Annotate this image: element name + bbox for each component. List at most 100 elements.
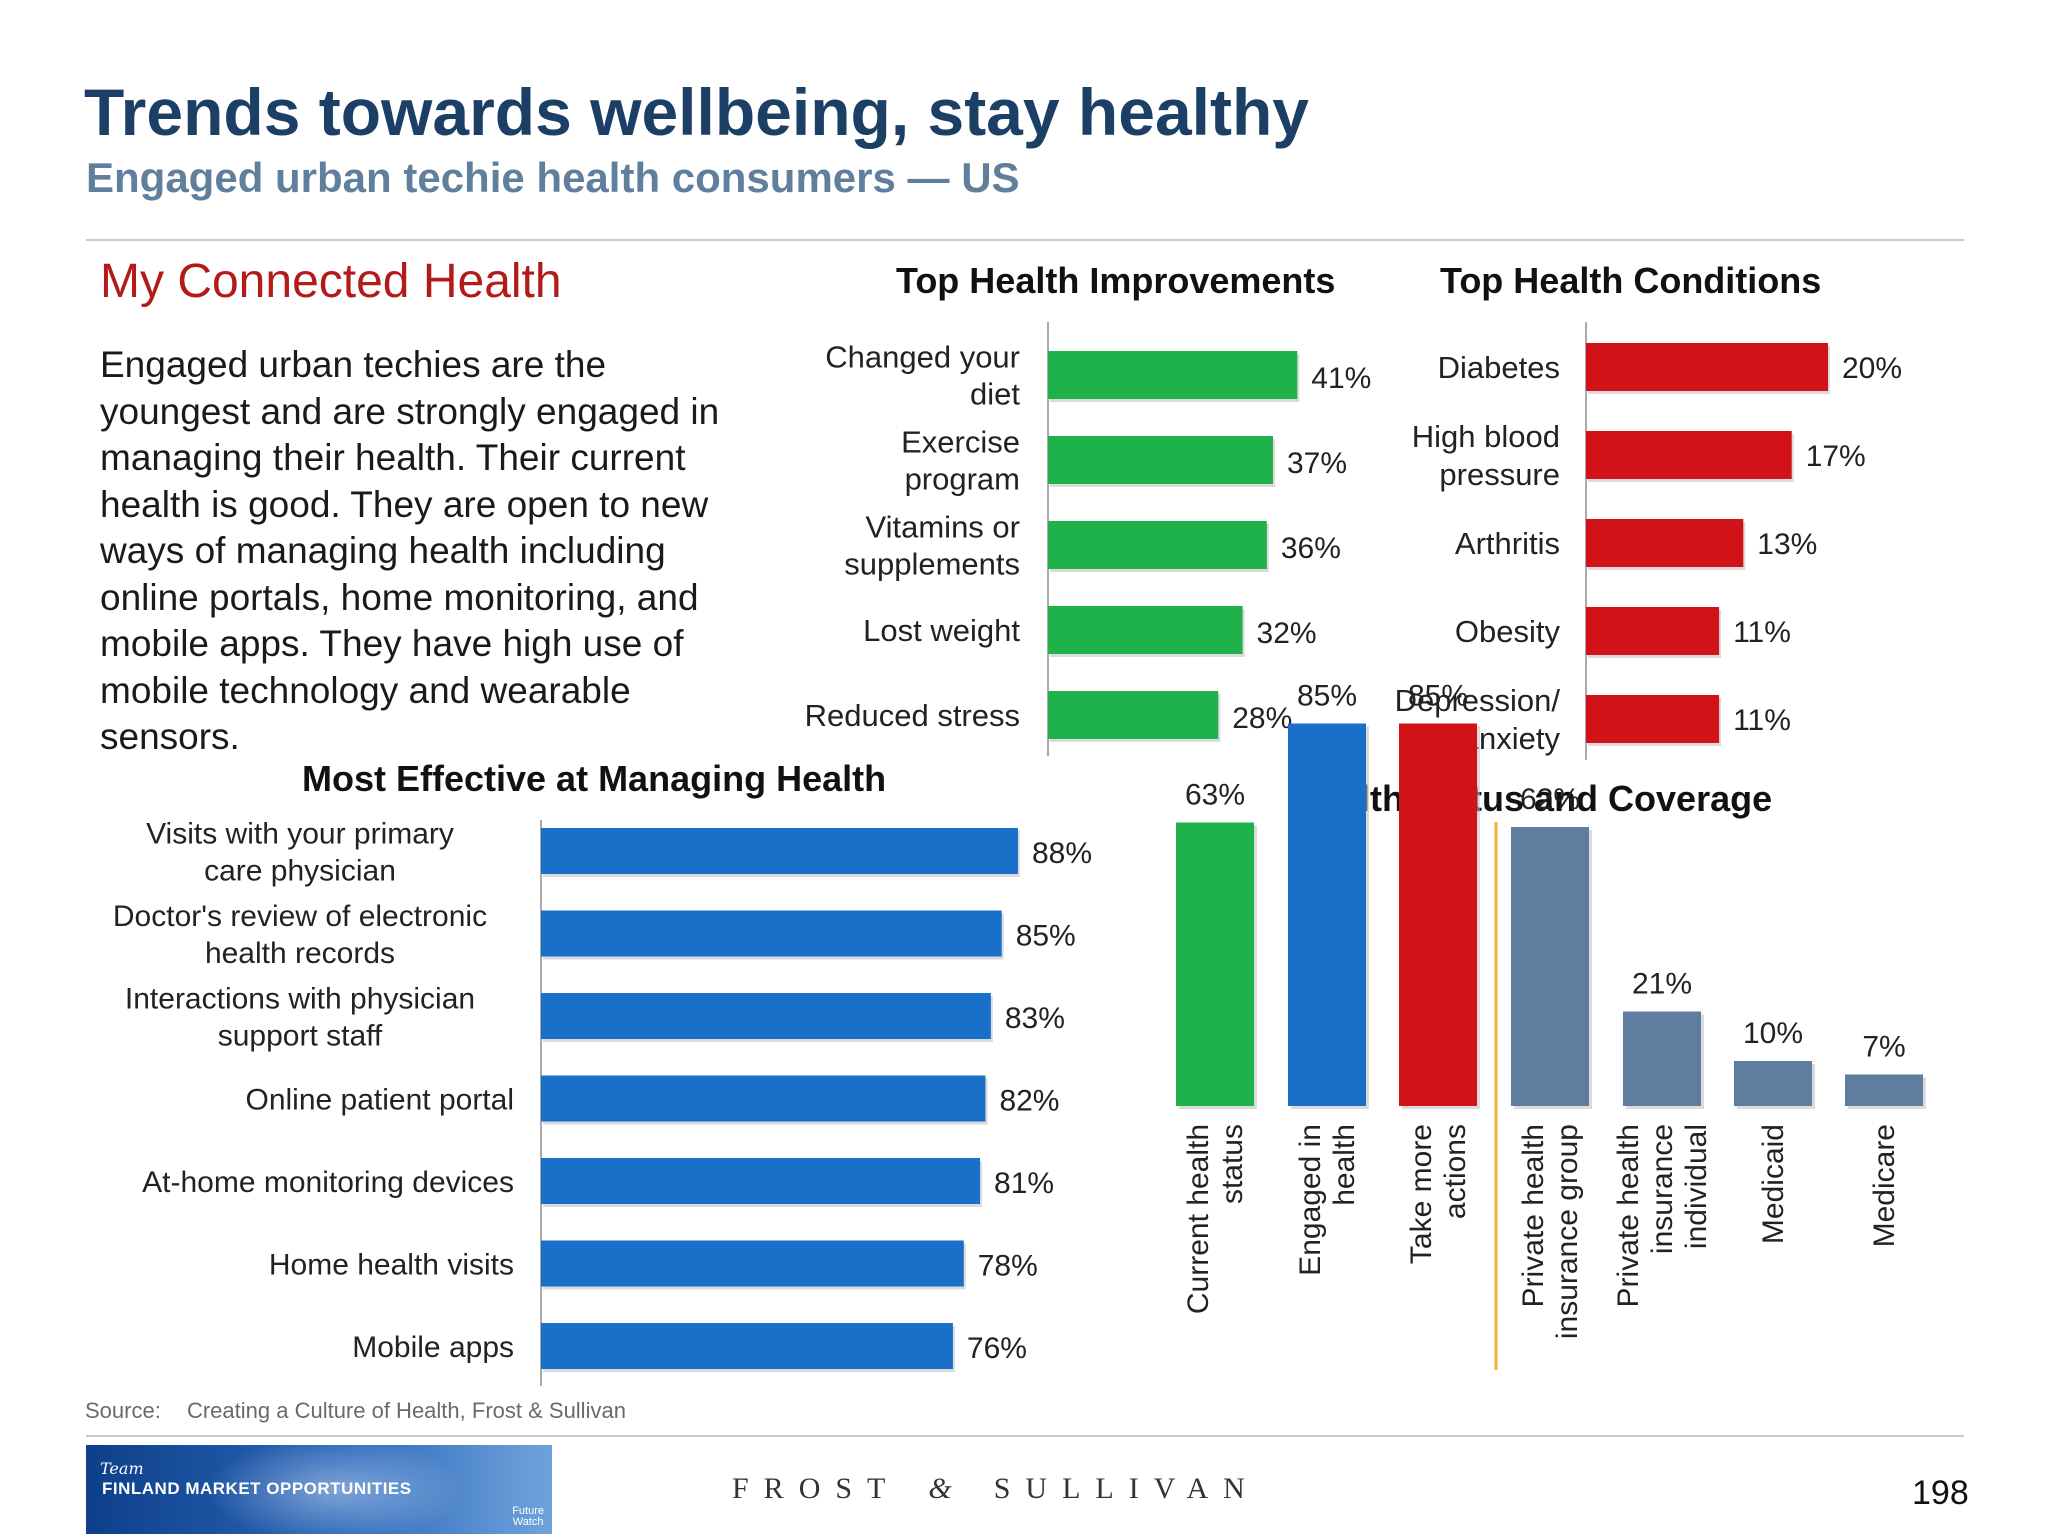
effective-bar bbox=[541, 910, 1002, 957]
condition-value-label: 13% bbox=[1757, 528, 1817, 561]
improvement-category-label: program bbox=[905, 462, 1020, 497]
finland-market-opportunities-logo: Team FINLAND MARKET OPPORTUNITIES Future… bbox=[86, 1445, 552, 1534]
improvement-category-label: Exercise bbox=[901, 425, 1020, 460]
improvement-value-label: 36% bbox=[1281, 532, 1341, 565]
effective-bar bbox=[541, 1158, 981, 1204]
effective-category-label: care physician bbox=[204, 855, 396, 888]
effective-chart-title: Most Effective at Managing Health bbox=[302, 758, 887, 799]
slide-title: Trends towards wellbeing, stay healthy bbox=[84, 75, 1309, 149]
brand-word-frost: FROST bbox=[732, 1472, 901, 1505]
effective-category-label: Interactions with physician bbox=[125, 983, 475, 1016]
frost-sullivan-wordmark: FROST & SULLIVAN bbox=[732, 1472, 1260, 1506]
world-map-graphic bbox=[206, 1445, 466, 1534]
effective-category-label: Home health visits bbox=[269, 1249, 514, 1282]
status-value-label: 10% bbox=[1743, 1017, 1803, 1050]
brand-word-sullivan: SULLIVAN bbox=[993, 1472, 1260, 1505]
status-value-label: 85% bbox=[1297, 680, 1357, 713]
effective-value-label: 88% bbox=[1032, 837, 1092, 870]
status-bar bbox=[1623, 1011, 1701, 1106]
effective-category-label: health records bbox=[205, 937, 395, 970]
source-text: Creating a Culture of Health, Frost & Su… bbox=[186, 1398, 626, 1423]
status-category-label: Private health bbox=[1612, 1124, 1645, 1307]
logo-tagline-line2: Watch bbox=[512, 1516, 544, 1528]
improvement-value-label: 37% bbox=[1287, 447, 1347, 480]
improvement-category-label: Vitamins or bbox=[866, 510, 1021, 545]
source-label: Source: bbox=[85, 1398, 161, 1423]
status-category-label: insurance group bbox=[1551, 1124, 1584, 1339]
status-category-label: individual bbox=[1680, 1124, 1713, 1249]
footer-divider bbox=[86, 1435, 1964, 1437]
improvements-chart-title: Top Health Improvements bbox=[896, 260, 1336, 301]
logo-tagline-line1: Future bbox=[512, 1505, 544, 1517]
improvement-value-label: 28% bbox=[1232, 702, 1292, 735]
improvement-category-label: supplements bbox=[844, 547, 1020, 582]
improvement-category-label: diet bbox=[970, 377, 1020, 412]
status-chart-title: Health Status and Coverage bbox=[1294, 778, 1773, 819]
condition-bar bbox=[1586, 431, 1792, 479]
logo-team-text: Team bbox=[100, 1459, 144, 1478]
effective-category-label: Doctor's review of electronic bbox=[113, 900, 487, 933]
improvement-value-label: 32% bbox=[1257, 617, 1317, 650]
status-bar bbox=[1511, 827, 1589, 1106]
status-category-label: Private health bbox=[1517, 1124, 1550, 1307]
brand-ampersand: & bbox=[928, 1472, 952, 1505]
effective-value-label: 81% bbox=[994, 1167, 1054, 1200]
effective-value-label: 85% bbox=[1016, 920, 1076, 953]
status-value-label: 21% bbox=[1632, 968, 1692, 1001]
status-bar bbox=[1176, 822, 1254, 1106]
improvement-bar bbox=[1048, 351, 1298, 399]
effective-category-label: Online patient portal bbox=[245, 1084, 514, 1117]
condition-bar bbox=[1586, 519, 1744, 567]
status-bar bbox=[1845, 1074, 1923, 1106]
effective-category-label: At-home monitoring devices bbox=[142, 1166, 514, 1199]
condition-bar bbox=[1586, 607, 1720, 655]
header-divider bbox=[86, 239, 1964, 241]
status-value-label: 63% bbox=[1185, 779, 1245, 812]
conditions-chart-title: Top Health Conditions bbox=[1440, 260, 1822, 301]
status-category-label: Take more bbox=[1405, 1124, 1438, 1264]
page-number: 198 bbox=[1912, 1474, 1969, 1512]
status-category-label: health bbox=[1328, 1124, 1361, 1206]
condition-category-label: Diabetes bbox=[1438, 350, 1560, 385]
effective-bar bbox=[541, 1075, 986, 1122]
status-category-label: actions bbox=[1439, 1124, 1472, 1219]
condition-category-label: High blood bbox=[1412, 419, 1560, 454]
effective-bar bbox=[541, 828, 1018, 874]
effective-category-label: support staff bbox=[218, 1020, 383, 1053]
improvement-category-label: Reduced stress bbox=[805, 698, 1020, 733]
condition-value-label: 11% bbox=[1733, 704, 1791, 737]
status-bar bbox=[1734, 1061, 1812, 1106]
slide-subtitle: Engaged urban techie health consumers — … bbox=[86, 154, 1020, 201]
effective-value-label: 76% bbox=[967, 1332, 1027, 1365]
status-value-label: 62% bbox=[1520, 783, 1580, 816]
intro-paragraph: Engaged urban techies are the youngest a… bbox=[100, 344, 720, 757]
status-category-label: Engaged in bbox=[1294, 1124, 1327, 1276]
status-category-label: Medicaid bbox=[1757, 1124, 1790, 1244]
condition-category-label: Arthritis bbox=[1455, 526, 1560, 561]
status-category-label: Current health bbox=[1182, 1124, 1215, 1314]
status-value-label: 7% bbox=[1862, 1031, 1905, 1064]
condition-bar bbox=[1586, 343, 1828, 391]
improvement-category-label: Lost weight bbox=[863, 613, 1020, 648]
status-category-label: insurance bbox=[1646, 1124, 1679, 1254]
source-note: Source: Creating a Culture of Health, Fr… bbox=[85, 1398, 626, 1424]
condition-category-label: Depression/ bbox=[1395, 683, 1561, 718]
condition-bar bbox=[1586, 695, 1720, 743]
improvement-bar bbox=[1048, 691, 1219, 739]
logo-tagline: Future Watch bbox=[512, 1506, 544, 1528]
status-bar bbox=[1399, 723, 1477, 1106]
improvement-category-label: Changed your bbox=[825, 340, 1020, 375]
condition-value-label: 17% bbox=[1806, 440, 1866, 473]
logo-title-text: FINLAND MARKET OPPORTUNITIES bbox=[102, 1479, 412, 1498]
status-category-label: status bbox=[1216, 1124, 1249, 1204]
improvement-value-label: 41% bbox=[1311, 362, 1371, 395]
condition-category-label: pressure bbox=[1439, 457, 1560, 492]
status-bar bbox=[1288, 723, 1366, 1106]
status-category-label: Medicare bbox=[1868, 1124, 1901, 1247]
effective-category-label: Visits with your primary bbox=[146, 818, 454, 851]
effective-category-label: Mobile apps bbox=[352, 1331, 514, 1364]
effective-bar bbox=[541, 1240, 964, 1287]
effective-value-label: 82% bbox=[999, 1085, 1059, 1118]
effective-value-label: 83% bbox=[1005, 1002, 1065, 1035]
